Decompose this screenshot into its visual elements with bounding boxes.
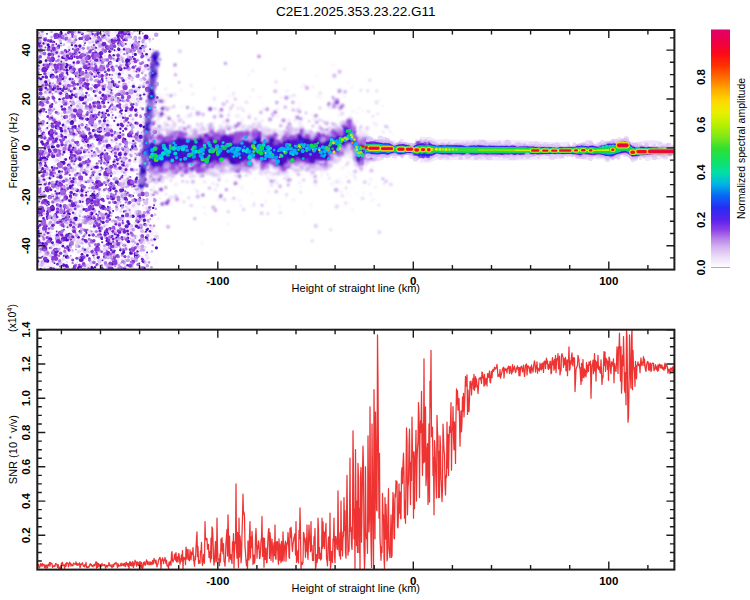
svg-text:0.2: 0.2 [695, 212, 707, 228]
svg-text:(x104): (x104) [5, 304, 18, 332]
svg-text:C2E1.2025.353.23.22.G11: C2E1.2025.353.23.22.G11 [276, 4, 436, 19]
svg-text:Height of straight line (km): Height of straight line (km) [292, 282, 420, 294]
svg-text:-100: -100 [206, 275, 229, 287]
svg-text:0.0: 0.0 [695, 260, 707, 276]
svg-text:1.4: 1.4 [20, 321, 32, 338]
svg-text:Frequency (Hz): Frequency (Hz) [7, 113, 19, 189]
svg-text:0.4: 0.4 [20, 493, 32, 510]
svg-text:SNR (10 * v/v): SNR (10 * v/v) [7, 415, 19, 484]
svg-text:0.4: 0.4 [695, 164, 707, 181]
svg-text:Normalized spectral amplitude: Normalized spectral amplitude [735, 78, 747, 219]
svg-text:Height of straight line (km): Height of straight line (km) [292, 582, 420, 594]
svg-text:-20: -20 [20, 188, 32, 205]
svg-text:20: 20 [20, 93, 32, 106]
svg-text:100: 100 [599, 275, 618, 287]
svg-text:0.6: 0.6 [695, 117, 707, 133]
svg-text:100: 100 [599, 575, 618, 587]
svg-text:0.2: 0.2 [20, 527, 32, 543]
svg-text:1.0: 1.0 [20, 390, 32, 406]
svg-text:0.8: 0.8 [695, 69, 707, 86]
svg-text:0: 0 [20, 145, 32, 151]
svg-text:1.2: 1.2 [20, 356, 32, 372]
svg-text:-40: -40 [20, 237, 32, 254]
svg-text:-100: -100 [206, 575, 229, 587]
svg-text:40: 40 [20, 44, 32, 57]
svg-text:0.6: 0.6 [20, 459, 32, 475]
svg-text:0.8: 0.8 [20, 424, 32, 441]
